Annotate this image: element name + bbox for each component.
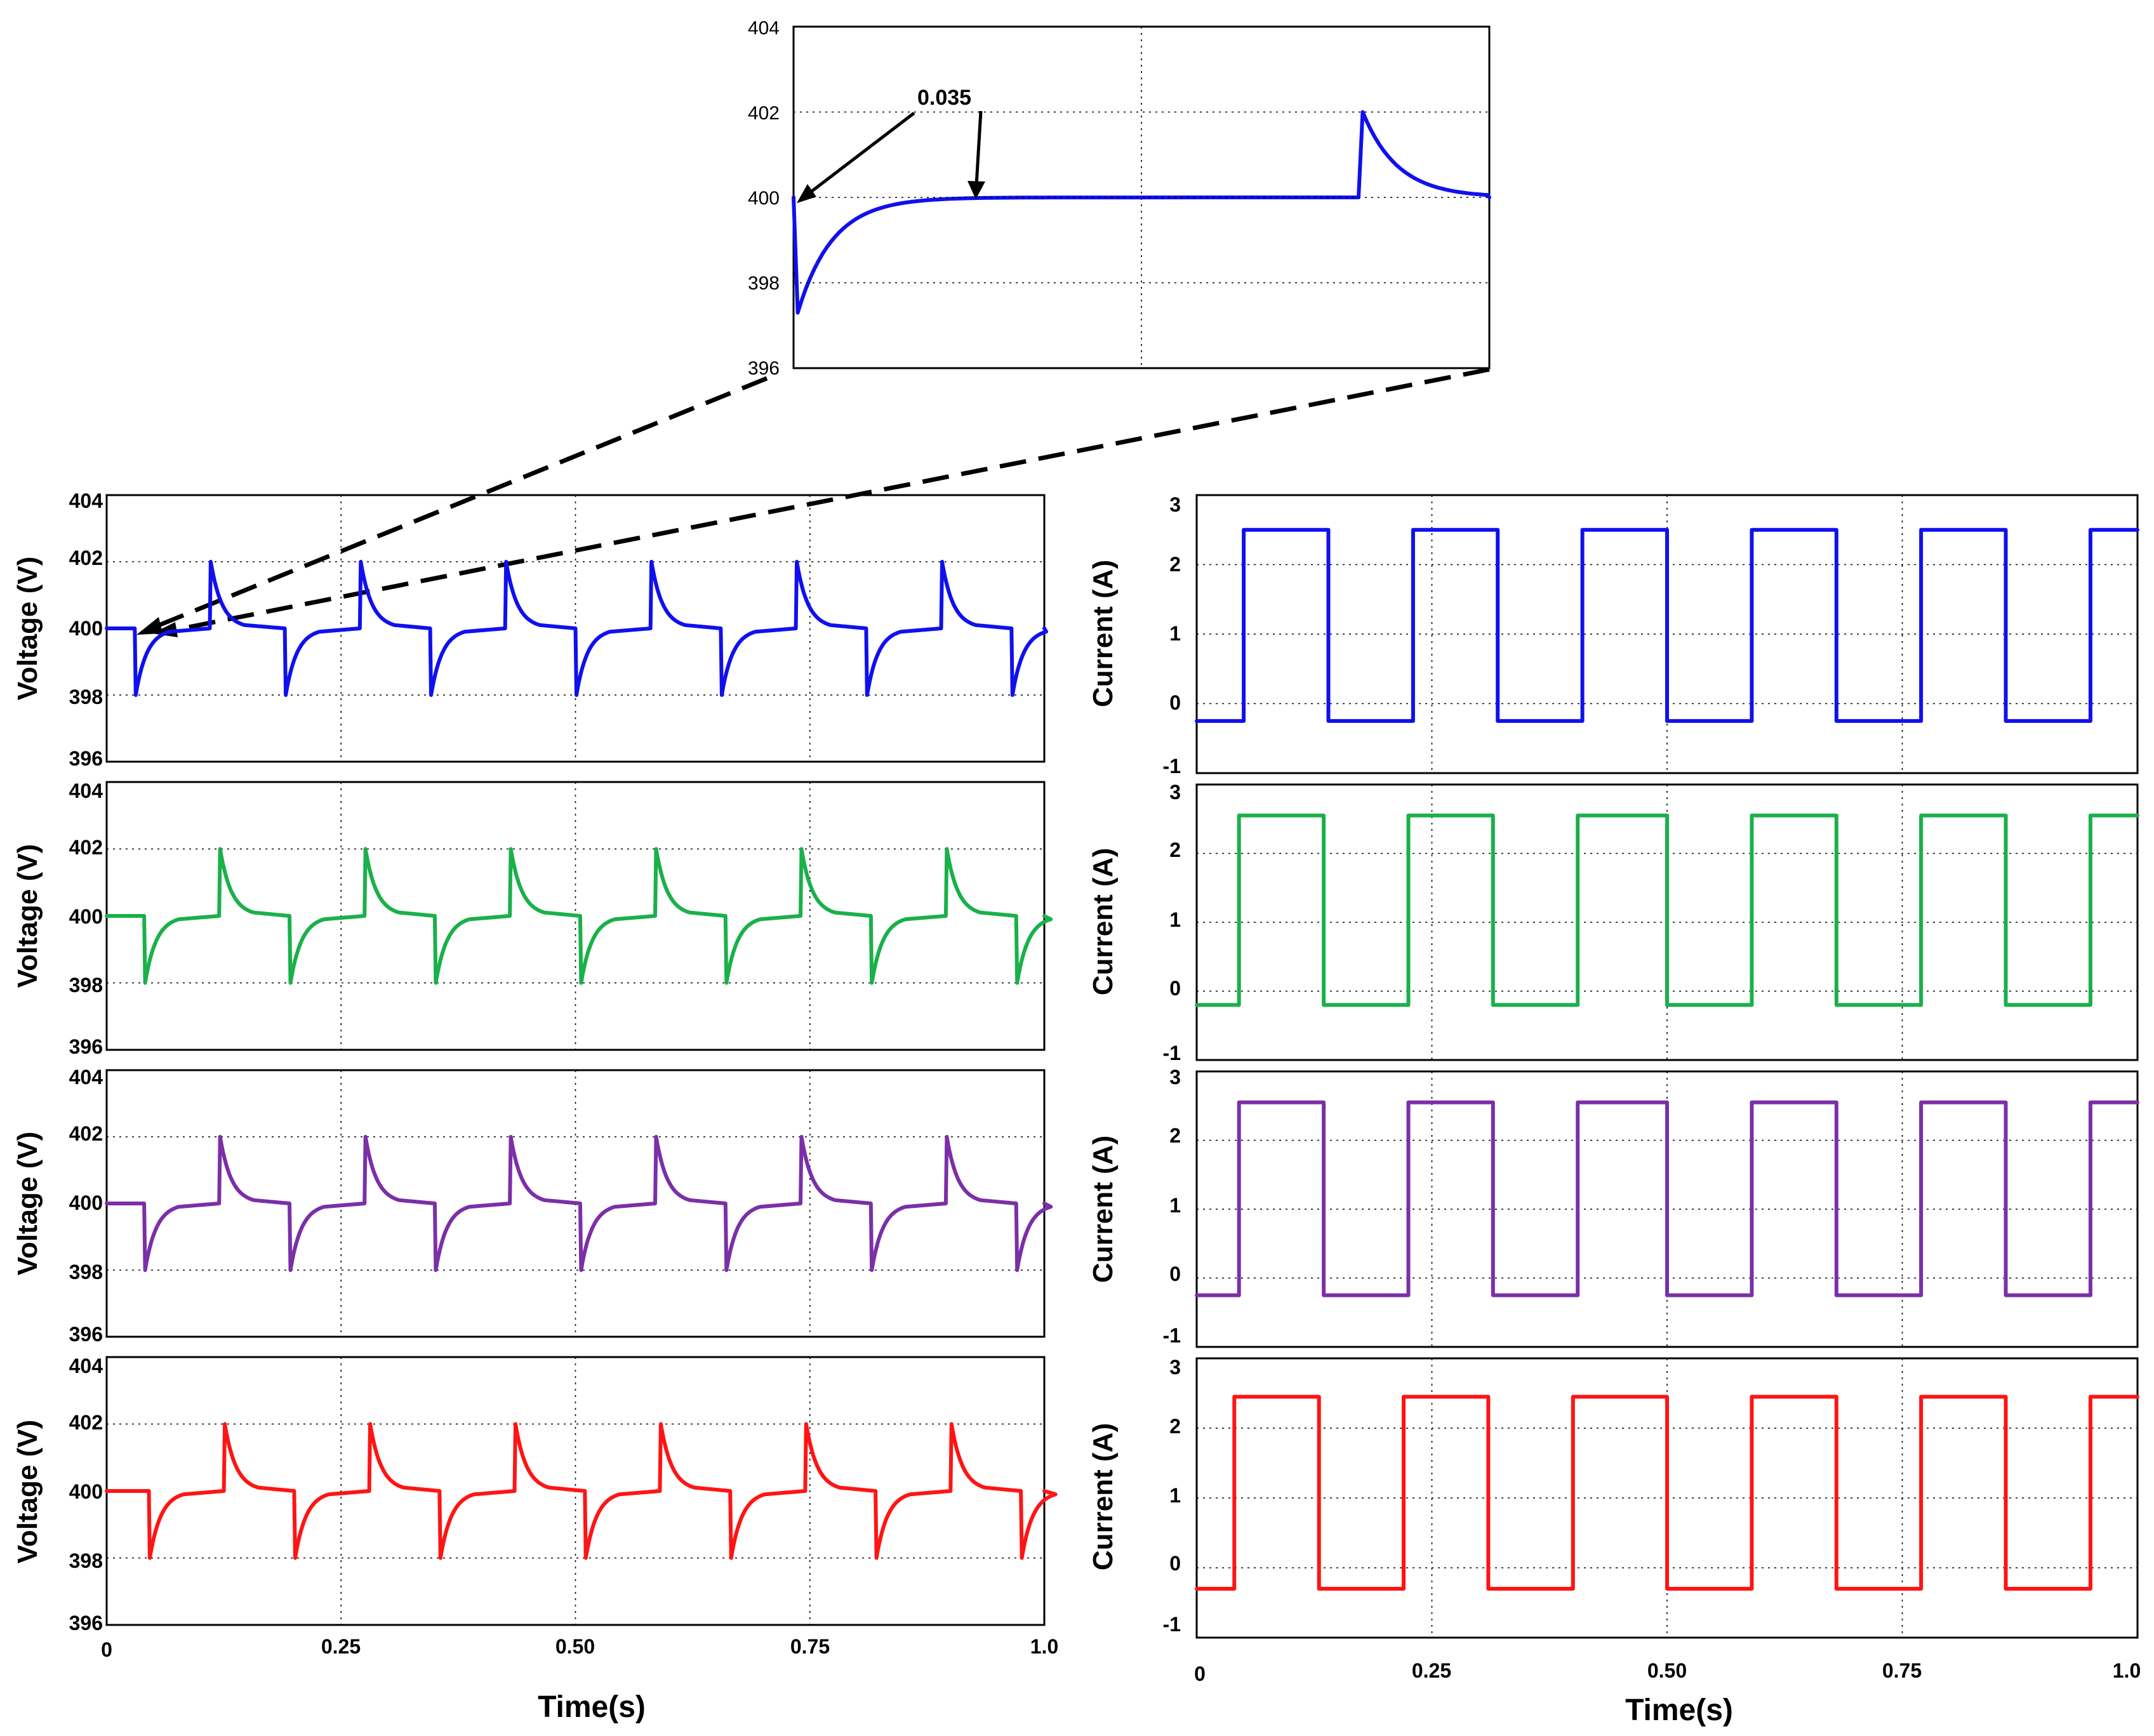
c3-ytick-3: 3 (1169, 1066, 1181, 1089)
c2-ytick-0: 0 (1169, 977, 1181, 1000)
v2-ytick-400: 400 (69, 905, 103, 928)
c4-ytick-3: 3 (1169, 1356, 1181, 1379)
zoom-arrowhead-right (967, 181, 985, 199)
c3-ytick-0: 0 (1169, 1262, 1181, 1285)
right-xtick-075: 0.75 (1882, 1659, 1922, 1682)
left-xtick-10: 1.0 (1030, 1635, 1058, 1658)
c3-ytick-1: 1 (1169, 1194, 1181, 1217)
left-xtick-075: 0.75 (790, 1635, 830, 1658)
current-panel-4: Current (A) 3 2 1 0 -1 (1087, 1356, 2139, 1639)
v2-ytick-404: 404 (69, 779, 103, 802)
left-xtick-025: 0.25 (321, 1635, 361, 1658)
zoom-ytick-398: 398 (748, 273, 780, 294)
zoom-annotation-label: 0.035 (917, 86, 971, 110)
right-xtick-10: 1.0 (2113, 1659, 2141, 1682)
c1-ytick-2: 2 (1169, 553, 1181, 576)
left-xlabel: Time(s) (538, 1690, 646, 1724)
current-ylabel-3: Current (A) (1087, 1136, 1119, 1283)
v2-voltage-trace (105, 847, 1053, 985)
voltage-panel-1: Voltage (V) 404 402 400 398 396 (12, 489, 1048, 770)
right-xtick-050: 0.50 (1647, 1659, 1687, 1682)
current-panel-2: Current (A) 3 2 1 0 -1 (1087, 781, 2139, 1064)
c2-ytick-3: 3 (1169, 781, 1181, 804)
v2-ytick-396: 396 (69, 1035, 103, 1058)
c1-ytick-0: 0 (1169, 691, 1181, 714)
v1-ytick-402: 402 (69, 547, 103, 569)
v1-voltage-trace (105, 560, 1048, 697)
v4-voltage-trace (105, 1422, 1058, 1560)
v4-ytick-402: 402 (69, 1411, 103, 1434)
v4-ytick-400: 400 (69, 1480, 103, 1503)
c3-ytick-2: 2 (1169, 1124, 1181, 1147)
zoom-ytick-402: 402 (748, 103, 780, 124)
current-panel-1: Current (A) 3 2 1 0 -1 (1087, 493, 2139, 778)
voltage-panel-4: Voltage (V) 404 402 400 398 396 (12, 1355, 1058, 1634)
v3-ytick-396: 396 (69, 1323, 103, 1346)
zoom-annotation-arrow-left (800, 112, 915, 201)
zoom-connector-left (150, 376, 768, 631)
zoom-arrowhead-left (797, 184, 816, 203)
v4-ytick-396: 396 (69, 1612, 103, 1634)
c2-current-trace (1195, 813, 2139, 1007)
v3-voltage-trace (105, 1135, 1053, 1272)
v3-ytick-398: 398 (69, 1261, 103, 1283)
current-ylabel-1: Current (A) (1087, 560, 1119, 707)
c1-ytick-1: 1 (1169, 622, 1181, 645)
c1-current-trace (1195, 527, 2139, 723)
c4-current-trace (1195, 1395, 2139, 1591)
v3-ytick-404: 404 (69, 1066, 103, 1089)
v1-ytick-396: 396 (69, 747, 103, 770)
voltage-ylabel-3: Voltage (V) (12, 1132, 43, 1276)
zoom-connector-arrowhead-right (152, 622, 178, 637)
current-panel-3: Current (A) 3 2 1 0 -1 (1087, 1066, 2139, 1348)
zoom-ytick-404: 404 (748, 18, 780, 39)
left-xtick-050: 0.50 (555, 1635, 595, 1658)
v3-ytick-402: 402 (69, 1122, 103, 1145)
v1-ytick-400: 400 (69, 617, 103, 640)
c1-ytick-neg1: -1 (1163, 755, 1181, 778)
voltage-panel-3: Voltage (V) 404 402 400 398 396 (12, 1066, 1053, 1346)
c3-current-trace (1195, 1100, 2139, 1297)
v2-ytick-398: 398 (69, 974, 103, 997)
c4-ytick-0: 0 (1169, 1552, 1181, 1575)
zoom-voltage-trace (792, 110, 1491, 315)
c2-ytick-1: 1 (1169, 908, 1181, 931)
v2-ytick-402: 402 (69, 836, 103, 859)
voltage-panel-2: Voltage (V) 404 402 400 398 396 (12, 779, 1053, 1058)
right-xtick-025: 0.25 (1412, 1659, 1451, 1682)
c2-ytick-2: 2 (1169, 838, 1181, 861)
current-ylabel-2: Current (A) (1087, 848, 1119, 995)
zoom-connector-right (166, 367, 1490, 634)
voltage-ylabel-4: Voltage (V) (12, 1420, 43, 1564)
c2-ytick-neg1: -1 (1163, 1042, 1181, 1064)
current-ylabel-4: Current (A) (1087, 1423, 1119, 1570)
c1-ytick-3: 3 (1169, 493, 1181, 516)
voltage-ylabel-1: Voltage (V) (12, 557, 43, 701)
v4-ytick-404: 404 (69, 1355, 103, 1377)
zoom-annotation-arrow-right (974, 110, 983, 186)
v3-ytick-400: 400 (69, 1191, 103, 1214)
c4-ytick-neg1: -1 (1163, 1613, 1181, 1636)
zoom-connector-arrowhead-left (136, 617, 163, 635)
right-xlabel: Time(s) (1625, 1693, 1733, 1727)
zoom-ytick-400: 400 (748, 188, 780, 209)
right-xtick-0: 0 (1194, 1662, 1206, 1685)
c4-ytick-1: 1 (1169, 1484, 1181, 1507)
c3-ytick-neg1: -1 (1163, 1324, 1181, 1347)
v1-ytick-398: 398 (69, 686, 103, 708)
voltage-ylabel-2: Voltage (V) (12, 844, 43, 988)
v4-ytick-398: 398 (69, 1549, 103, 1572)
c4-ytick-2: 2 (1169, 1415, 1181, 1438)
left-xtick-0: 0 (101, 1638, 112, 1661)
v1-ytick-404: 404 (69, 489, 103, 512)
zoom-ytick-396: 396 (748, 358, 780, 379)
zoom-panel: 404 402 400 398 396 0.035 (748, 18, 1491, 379)
